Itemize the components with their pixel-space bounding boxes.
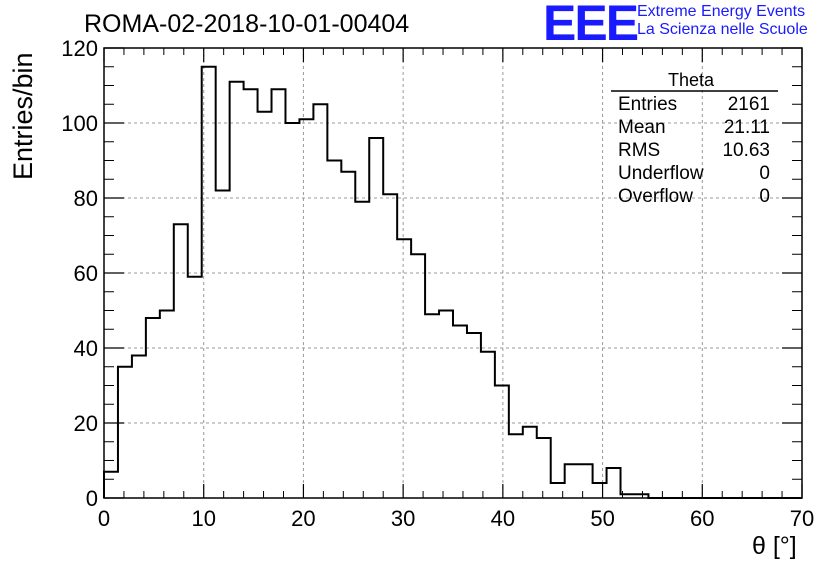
y-tick-label: 60 [74, 261, 98, 286]
stats-key-underflow: Underflow [618, 163, 704, 184]
stats-key-entries: Entries [618, 94, 678, 115]
x-tick-label: 0 [98, 506, 110, 531]
x-tick-label: 20 [291, 506, 315, 531]
y-tick-label: 80 [74, 186, 98, 211]
logo-line-2: La Scienza nelle Scuole [637, 21, 808, 38]
x-tick-label: 70 [790, 506, 814, 531]
grid-lines [104, 48, 802, 498]
x-tick-label: 30 [391, 506, 415, 531]
x-axis-label: θ [°] [752, 532, 797, 560]
stats-value-mean: 21.11 [723, 117, 770, 138]
x-tick-label: 40 [491, 506, 515, 531]
x-tick-label: 60 [690, 506, 714, 531]
y-tick-label: 20 [74, 411, 98, 436]
tick-labels: 0 10 20 30 40 50 60 70 0 20 40 60 80 100 120 [61, 36, 814, 531]
y-tick-label: 40 [74, 336, 98, 361]
plot-frame [103, 47, 803, 499]
x-tick-label: 50 [590, 506, 614, 531]
stats-key-rms: RMS [618, 140, 661, 161]
stats-key-overflow: Overflow [618, 186, 693, 207]
histogram-series [103, 65, 802, 499]
eee-logo: EEE [543, 0, 639, 51]
stats-value-overflow: 0 [759, 186, 770, 207]
y-tick-label: 120 [61, 36, 98, 61]
logo-line-1: Extreme Energy Events [637, 3, 806, 20]
logo-caption: Extreme Energy Events La Scienza nelle S… [637, 3, 808, 39]
stats-box-title: Theta [668, 70, 715, 90]
y-tick-label: 0 [86, 486, 98, 511]
stats-value-entries: 2161 [727, 94, 770, 115]
y-axis-label: Entries/bin [8, 52, 38, 180]
stats-key-mean: Mean [618, 117, 666, 138]
x-tick-label: 10 [191, 506, 215, 531]
stats-value-underflow: 0 [759, 163, 770, 184]
chart-title: ROMA-02-2018-10-01-00404 [84, 10, 410, 38]
y-tick-label: 100 [61, 111, 98, 136]
stats-value-rms: 10.63 [722, 140, 770, 161]
